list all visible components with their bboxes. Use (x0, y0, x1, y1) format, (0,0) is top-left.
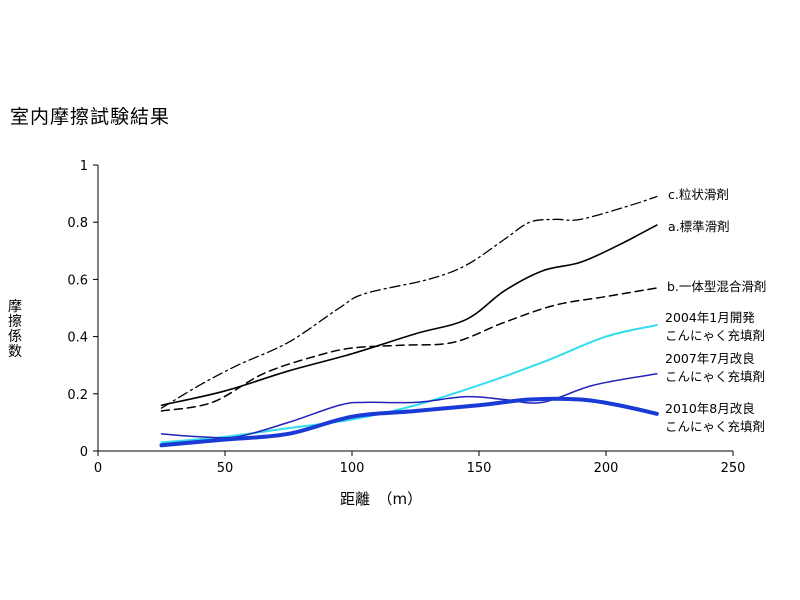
series-label-1: c.粒状滑剤 (668, 187, 729, 202)
series-layer (159, 195, 659, 448)
series-line-5 (160, 373, 658, 439)
series-label-6: 2010年8月改良こんにゃく充填剤 (665, 401, 765, 434)
series-label-3: b.一体型混合滑剤 (667, 279, 766, 294)
y-tick-label: 0.8 (67, 216, 88, 231)
x-tick-label: 0 (94, 461, 102, 476)
page-title: 室内摩擦試験結果 (10, 106, 171, 128)
series-label-2: a.標準滑剤 (668, 219, 730, 234)
x-tick-label: 200 (594, 461, 619, 476)
x-tick-label: 100 (340, 461, 365, 476)
axes: 0 50 100 150 200 250 0 0.2 0.4 0.6 0.8 1 (67, 159, 745, 476)
x-tick-label: 250 (721, 461, 746, 476)
x-tick-label: 150 (467, 461, 492, 476)
series-line-2 (160, 224, 658, 407)
y-axis-label-char: 摩 (8, 299, 22, 315)
series-line-3 (160, 287, 658, 412)
y-tick-label: 0 (80, 445, 88, 460)
series-label-5: 2007年7月改良こんにゃく充填剤 (665, 351, 765, 384)
series-line-1 (160, 195, 658, 409)
series-label-4: 2004年1月開発こんにゃく充填剤 (665, 310, 765, 343)
y-tick-label: 0.4 (67, 331, 88, 346)
y-axis-label-char: 擦 (8, 314, 22, 330)
legend-layer: c.粒状滑剤 a.標準滑剤 b.一体型混合滑剤 2004年1月開発こんにゃく充填剤 20… (665, 187, 766, 434)
y-tick-label: 0.6 (67, 273, 88, 288)
series-line-4 (160, 324, 658, 444)
y-tick-label: 0.2 (67, 388, 88, 403)
y-axis-label-char: 係 (8, 329, 22, 345)
y-axis-label: 摩擦係数 (8, 300, 22, 360)
series-line-6 (159, 396, 659, 448)
y-tick-label: 1 (80, 159, 88, 174)
x-axis-label: 距離 （m） (340, 490, 423, 508)
x-tick-label: 50 (217, 461, 234, 476)
y-axis-label-char: 数 (8, 344, 22, 360)
